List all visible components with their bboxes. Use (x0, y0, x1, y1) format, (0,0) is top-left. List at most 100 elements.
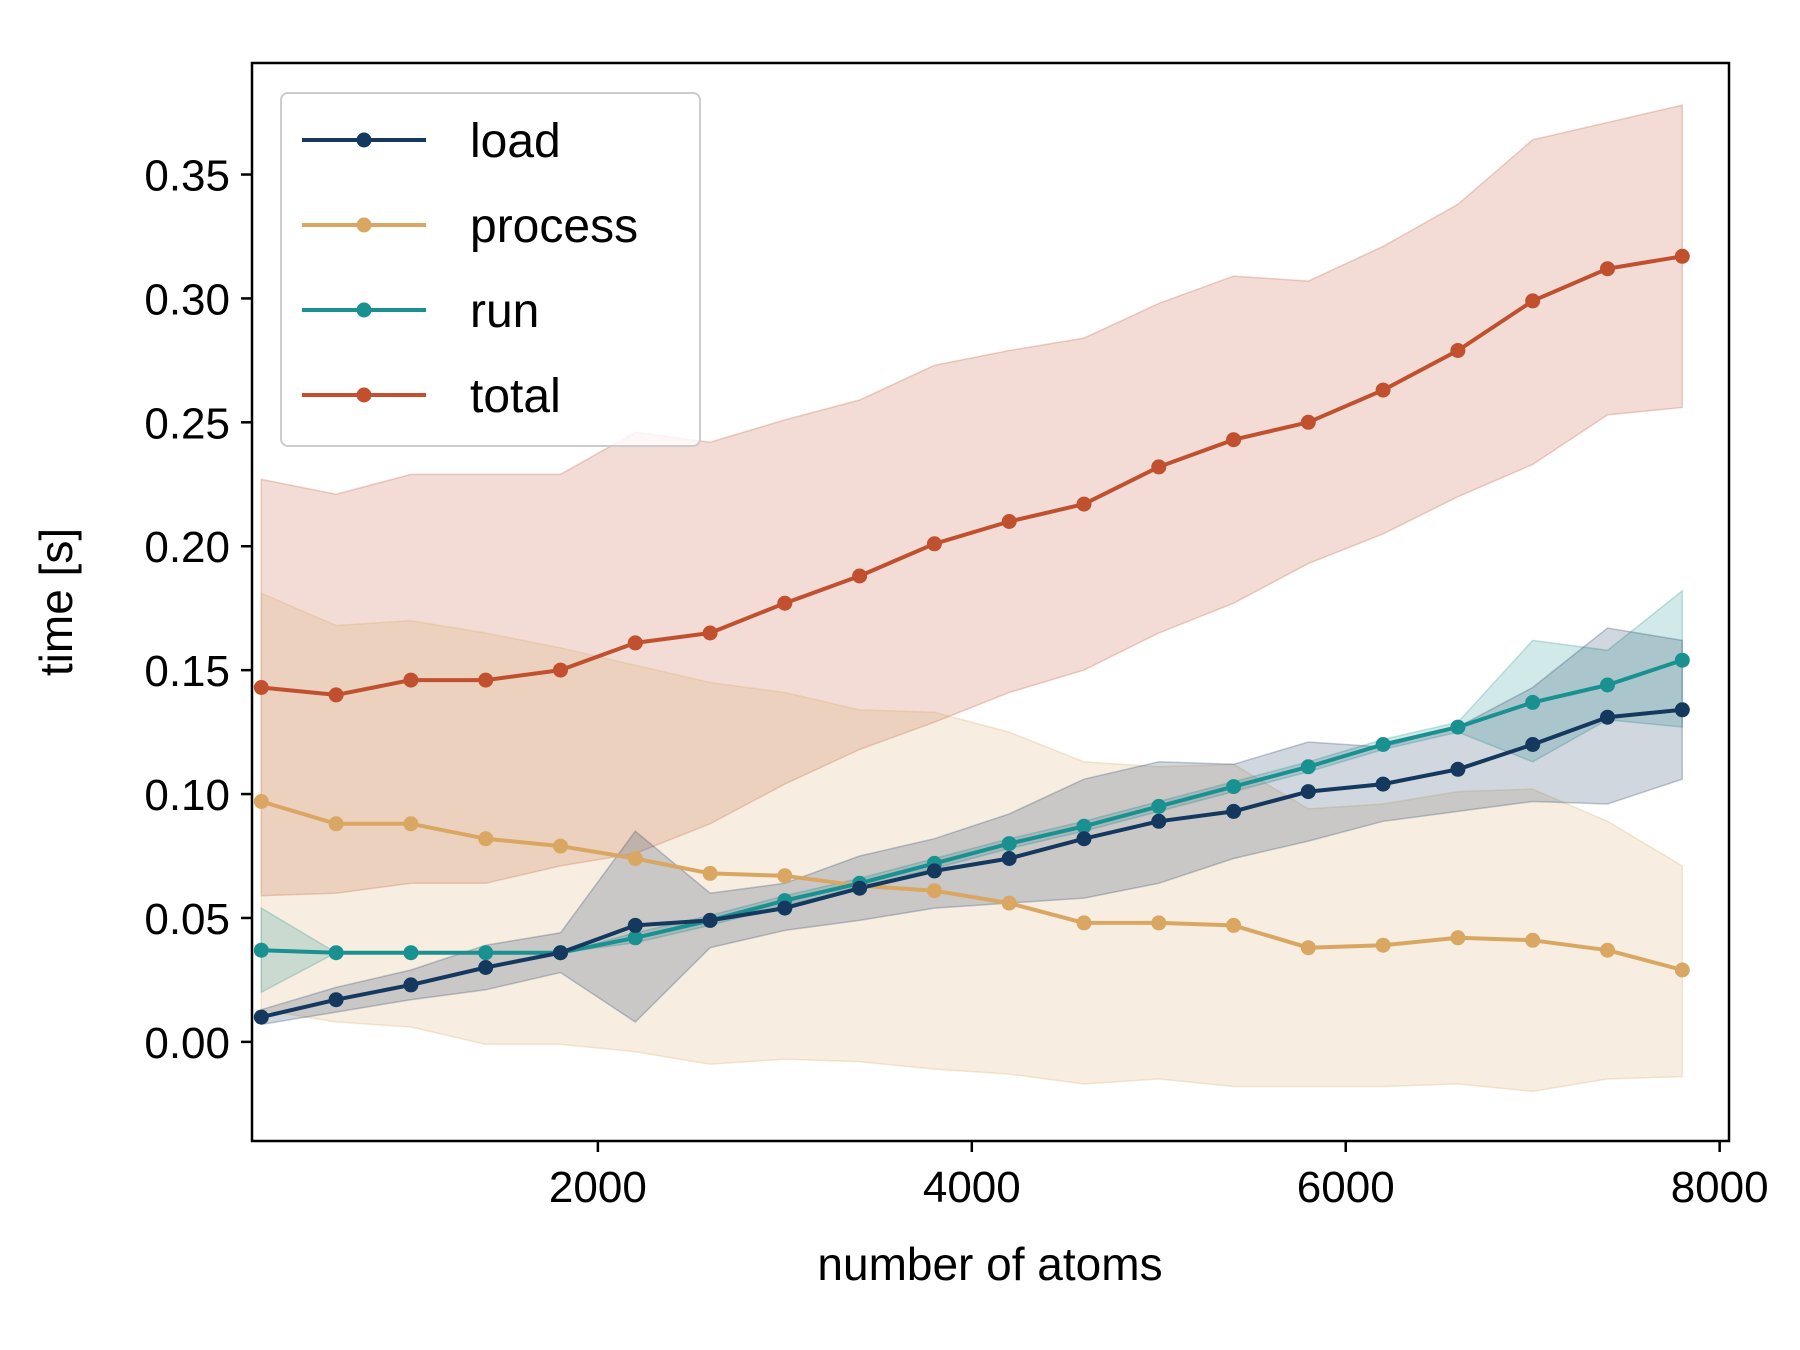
load-point (1674, 702, 1690, 718)
load-point (328, 992, 344, 1008)
process-point (403, 816, 419, 832)
load-point (403, 977, 419, 993)
process-point (1525, 932, 1541, 948)
process-point (926, 883, 942, 899)
load-point (926, 863, 942, 879)
load-point (702, 912, 718, 928)
y-tick-label: 0.05 (144, 895, 230, 944)
y-tick-label: 0.30 (144, 275, 230, 324)
x-tick-label: 8000 (1671, 1163, 1769, 1212)
y-axis: 0.00 0.05 0.10 0.15 0.20 0.25 0.30 0.35 (144, 152, 252, 1068)
load-point (1300, 784, 1316, 800)
process-point (627, 851, 643, 866)
error-bands (260, 104, 1684, 1093)
load-point (1450, 761, 1466, 777)
load-legend-label: load (470, 115, 561, 168)
load-point (553, 945, 568, 961)
series-points (253, 248, 1690, 1025)
total-point (777, 595, 793, 611)
total-point (627, 635, 643, 651)
load-band (260, 627, 1684, 1026)
process-point (328, 816, 344, 832)
total-point (1600, 261, 1615, 277)
total-point (328, 687, 344, 703)
y-tick-label: 0.20 (144, 523, 230, 572)
run-point (328, 945, 344, 961)
process-point (1674, 962, 1690, 978)
total-point (1226, 432, 1242, 448)
run-point (1076, 818, 1092, 834)
run-point (1600, 677, 1615, 693)
legend-box (280, 92, 701, 447)
load-point (1001, 851, 1017, 866)
process-point (702, 865, 718, 881)
load-point (1226, 803, 1242, 819)
load-line (259, 707, 1685, 1020)
run-legend-label: run (470, 285, 539, 338)
total-band (260, 104, 1684, 897)
load-point (253, 1009, 269, 1025)
process-band (260, 592, 1684, 1093)
total-point (702, 625, 718, 641)
run-point (1375, 737, 1391, 752)
load-point (627, 917, 643, 933)
load-point (1600, 709, 1615, 725)
run-point (253, 942, 269, 958)
process-point (1450, 930, 1466, 946)
load-point (1375, 776, 1391, 792)
process-point (478, 831, 494, 847)
y-tick-label: 0.25 (144, 399, 230, 448)
run-point (1001, 836, 1017, 852)
total-legend-marker (356, 387, 372, 403)
process-line (259, 799, 1685, 972)
total-point (478, 672, 494, 688)
load-legend-marker (356, 132, 372, 148)
legend: load process run total (280, 92, 701, 447)
total-legend-label: total (470, 370, 561, 423)
x-tick-label: 6000 (1297, 1163, 1395, 1212)
process-point (1375, 937, 1391, 953)
load-point (852, 880, 868, 896)
y-tick-label: 0.15 (144, 647, 230, 696)
y-tick-label: 0.10 (144, 771, 230, 820)
process-point (253, 794, 269, 809)
x-axis-label: number of atoms (817, 1238, 1162, 1290)
total-point (553, 662, 568, 678)
run-line (259, 658, 1685, 955)
load-point (478, 960, 494, 975)
load-point (1076, 831, 1092, 847)
process-point (553, 838, 568, 854)
process-point (1226, 917, 1242, 933)
total-point (926, 536, 942, 552)
plot-frame (250, 61, 1731, 1143)
run-point (1300, 759, 1316, 775)
process-point (1151, 915, 1167, 931)
series-lines (259, 254, 1685, 1020)
x-tick-label: 4000 (923, 1163, 1021, 1212)
total-point (1151, 459, 1167, 475)
total-point (1450, 343, 1466, 358)
process-point (1300, 940, 1316, 956)
total-point (1525, 293, 1541, 309)
run-band (260, 589, 1684, 994)
run-point (1525, 694, 1541, 710)
load-point (777, 900, 793, 916)
run-point (478, 945, 494, 961)
x-tick-label: 2000 (549, 1163, 647, 1212)
total-point (1674, 248, 1690, 264)
total-point (1076, 496, 1092, 512)
process-legend-label: process (470, 200, 638, 253)
y-tick-label: 0.35 (144, 152, 230, 201)
total-point (1300, 414, 1316, 430)
run-legend-marker (356, 302, 372, 318)
total-point (1001, 514, 1017, 529)
load-point (1525, 737, 1541, 752)
total-point (1375, 382, 1391, 398)
total-line (259, 254, 1685, 697)
y-axis-label: time [s] (30, 528, 82, 676)
run-point (403, 945, 419, 961)
y-tick-label: 0.00 (144, 1019, 230, 1068)
run-point (1226, 779, 1242, 795)
process-point (1600, 942, 1615, 958)
